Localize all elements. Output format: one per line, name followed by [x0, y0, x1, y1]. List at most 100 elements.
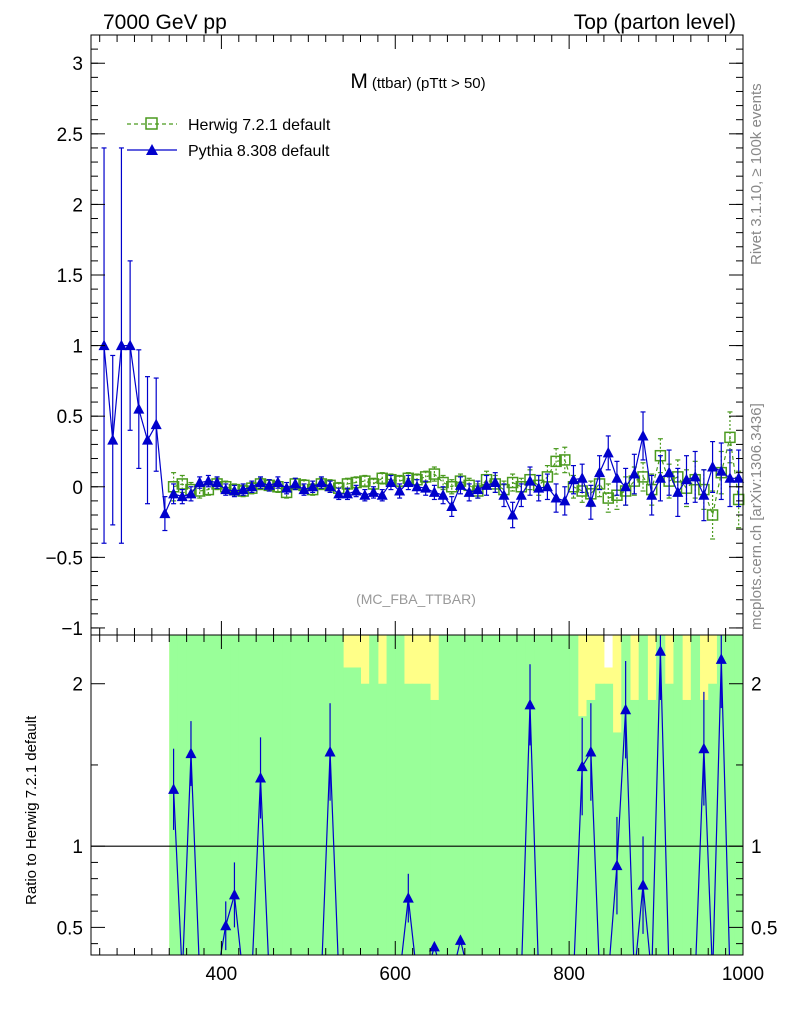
- uncertainty-band-inner: [725, 635, 735, 955]
- data-point: [724, 472, 736, 483]
- main-title-main: M: [350, 70, 368, 93]
- data-point: [211, 476, 223, 488]
- data-point: [533, 482, 545, 493]
- uncertainty-band-inner: [299, 635, 309, 955]
- data-point: [585, 496, 597, 507]
- data-point: [168, 487, 180, 499]
- uncertainty-band-inner: [308, 635, 318, 955]
- ratio-data-point: [168, 783, 180, 794]
- legend-herwig-label: Herwig 7.2.1 default: [188, 117, 331, 134]
- ratio-data-point: [611, 859, 623, 871]
- data-point: [115, 339, 127, 351]
- ratio-plot: 0.5 0.5 1 1 2 2 400 600 800 1000 Ratio to Herwig …: [23, 634, 777, 985]
- ratio-y-tick-label: 1: [72, 837, 83, 858]
- uncertainty-band-inner: [360, 683, 370, 955]
- data-point: [559, 494, 571, 506]
- data-point: [602, 446, 614, 458]
- uncertainty-band-inner: [195, 635, 205, 955]
- uncertainty-band-inner: [403, 683, 414, 955]
- ratio-data-point: [585, 745, 597, 757]
- ratio-ylabel: Ratio to Herwig 7.2.1 default: [23, 715, 40, 905]
- uncertainty-band-inner: [212, 635, 222, 955]
- data-point: [376, 489, 388, 500]
- legend-herwig-marker: [145, 117, 158, 130]
- uncertainty-band-inner: [638, 635, 648, 955]
- uncertainty-band-inner: [264, 635, 275, 955]
- data-point: [428, 468, 441, 480]
- data-point: [611, 472, 623, 483]
- data-point: [150, 418, 162, 430]
- ratio-y-tick-label-right: 0.5: [751, 918, 777, 939]
- data-point: [202, 475, 214, 486]
- ratio-data-point: [428, 940, 440, 952]
- uncertainty-band-inner: [647, 699, 657, 955]
- data-point: [489, 476, 501, 488]
- ratio-data-point: [220, 919, 232, 931]
- uncertainty-band-inner: [734, 635, 743, 955]
- uncertainty-band-inner: [438, 635, 448, 955]
- data-point: [733, 472, 745, 483]
- y-tick-label: 2: [72, 195, 83, 216]
- mcplots-label: mcplots.cern.ch [arXiv:1306.3436]: [748, 403, 765, 630]
- uncertainty-band-inner: [560, 635, 570, 955]
- data-point: [176, 490, 188, 502]
- ratio-y-tick-label-right: 2: [751, 675, 762, 696]
- data-point: [637, 429, 649, 441]
- ratio-data-point: [620, 703, 632, 715]
- data-point: [472, 483, 484, 495]
- uncertainty-band-inner: [386, 635, 396, 955]
- y-tick-label: −1: [61, 619, 83, 640]
- data-point: [411, 480, 423, 492]
- uncertainty-band-inner: [621, 635, 631, 955]
- data-point: [272, 476, 284, 488]
- uncertainty-band-inner: [682, 699, 692, 955]
- data-point: [333, 487, 345, 499]
- uncertainty-band-inner: [586, 699, 596, 955]
- data-point: [680, 473, 692, 485]
- data-point: [698, 489, 710, 500]
- data-point: [576, 472, 588, 483]
- uncertainty-band-inner: [482, 635, 492, 955]
- legend: Herwig 7.2.1 default Pythia 8.308 defaul…: [127, 117, 331, 160]
- uncertainty-band-inner: [282, 635, 292, 955]
- data-point: [124, 339, 136, 351]
- main-ticks: −1 −0.5 0 0.5 1 1.5 2 2.5 3: [45, 35, 744, 640]
- data-point: [185, 487, 197, 499]
- data-point: [707, 461, 719, 472]
- uncertainty-band-inner: [334, 635, 344, 955]
- ratio-data-point: [654, 645, 666, 656]
- ratio-data-point: [637, 879, 649, 890]
- data-point: [481, 479, 493, 490]
- data-point: [689, 470, 701, 482]
- main-title-sub: (ttbar) (pTtt > 50): [372, 75, 486, 92]
- data-point: [437, 489, 449, 500]
- uncertainty-band-inner: [464, 635, 475, 955]
- uncertainty-band-inner: [708, 683, 718, 955]
- data-point: [620, 480, 632, 492]
- data-point: [133, 403, 145, 414]
- data-point: [289, 477, 301, 489]
- y-tick-label: −0.5: [45, 548, 83, 569]
- data-point: [706, 509, 719, 521]
- ratio-data-point: [185, 747, 197, 759]
- uncertainty-band-inner: [395, 635, 405, 955]
- data-point: [307, 480, 319, 492]
- ratio-data-point: [576, 760, 588, 772]
- uncertainty-band-inner: [569, 635, 579, 955]
- data-point: [550, 492, 562, 503]
- uncertainty-band-inner: [543, 635, 553, 955]
- x-tick-label: 600: [379, 964, 411, 985]
- data-point: [654, 472, 666, 483]
- uncertainty-band-inner: [247, 635, 257, 955]
- legend-pythia-marker: [146, 144, 158, 155]
- ratio-frame: [90, 634, 744, 956]
- ratio-data-layer: [91, 635, 743, 955]
- data-point: [385, 476, 397, 488]
- data-point: [559, 454, 571, 466]
- uncertainty-band-inner: [490, 635, 501, 955]
- main-title: M (ttbar) (pTtt > 50): [350, 70, 485, 93]
- analysis-id: (MC_FBA_TTBAR): [356, 591, 476, 607]
- x-tick-label: 400: [206, 964, 238, 985]
- y-tick-label: 0.5: [57, 407, 83, 428]
